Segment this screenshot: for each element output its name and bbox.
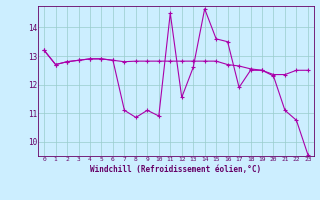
X-axis label: Windchill (Refroidissement éolien,°C): Windchill (Refroidissement éolien,°C)	[91, 165, 261, 174]
